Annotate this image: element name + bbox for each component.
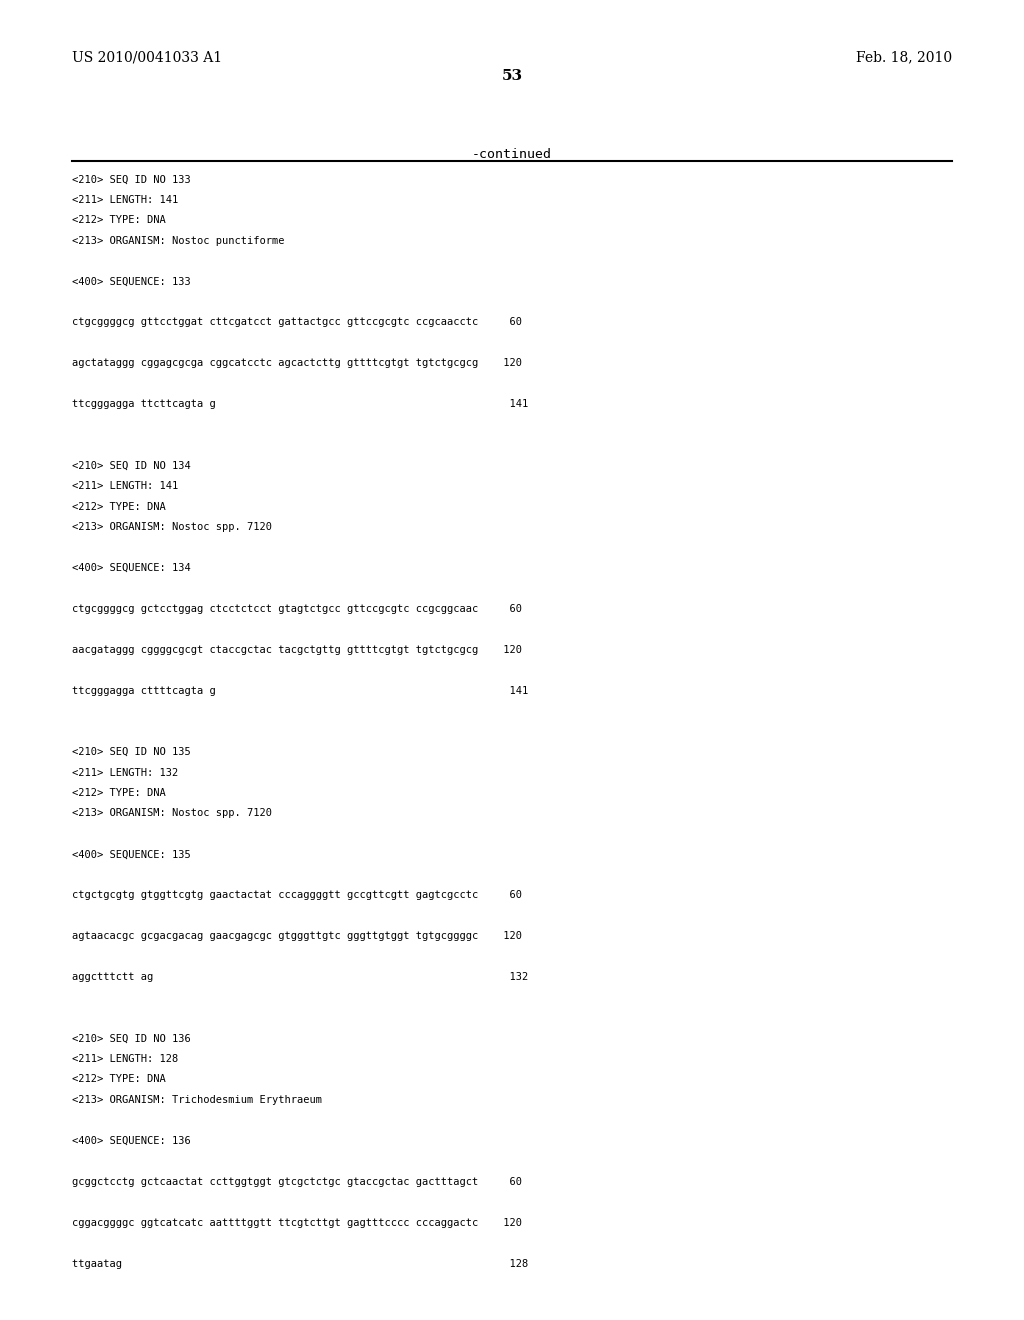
Text: ttgaatag                                                              128: ttgaatag 128: [72, 1259, 528, 1269]
Text: gcggctcctg gctcaactat ccttggtggt gtcgctctgc gtaccgctac gactttagct     60: gcggctcctg gctcaactat ccttggtggt gtcgctc…: [72, 1177, 521, 1187]
Text: <210> SEQ ID NO 136: <210> SEQ ID NO 136: [72, 1034, 190, 1044]
Text: ctgctgcgtg gtggttcgtg gaactactat cccaggggtt gccgttcgtt gagtcgcctc     60: ctgctgcgtg gtggttcgtg gaactactat cccaggg…: [72, 890, 521, 900]
Text: <210> SEQ ID NO 135: <210> SEQ ID NO 135: [72, 747, 190, 758]
Text: <213> ORGANISM: Nostoc spp. 7120: <213> ORGANISM: Nostoc spp. 7120: [72, 521, 271, 532]
Text: <400> SEQUENCE: 134: <400> SEQUENCE: 134: [72, 562, 190, 573]
Text: <400> SEQUENCE: 133: <400> SEQUENCE: 133: [72, 277, 190, 286]
Text: <211> LENGTH: 132: <211> LENGTH: 132: [72, 768, 178, 777]
Text: <213> ORGANISM: Nostoc spp. 7120: <213> ORGANISM: Nostoc spp. 7120: [72, 808, 271, 818]
Text: US 2010/0041033 A1: US 2010/0041033 A1: [72, 50, 222, 65]
Text: <212> TYPE: DNA: <212> TYPE: DNA: [72, 1074, 166, 1085]
Text: cggacggggc ggtcatcatc aattttggtt ttcgtcttgt gagtttcccc cccaggactc    120: cggacggggc ggtcatcatc aattttggtt ttcgtct…: [72, 1217, 521, 1228]
Text: <211> LENGTH: 141: <211> LENGTH: 141: [72, 482, 178, 491]
Text: <400> SEQUENCE: 136: <400> SEQUENCE: 136: [72, 1135, 190, 1146]
Text: <400> SEQUENCE: 135: <400> SEQUENCE: 135: [72, 850, 190, 859]
Text: Feb. 18, 2010: Feb. 18, 2010: [856, 50, 952, 65]
Text: -continued: -continued: [472, 148, 552, 161]
Text: ctgcggggcg gctcctggag ctcctctcct gtagtctgcc gttccgcgtc ccgcggcaac     60: ctgcggggcg gctcctggag ctcctctcct gtagtct…: [72, 605, 521, 614]
Text: <213> ORGANISM: Nostoc punctiforme: <213> ORGANISM: Nostoc punctiforme: [72, 235, 285, 246]
Text: agctataggg cggagcgcga cggcatcctc agcactcttg gttttcgtgt tgtctgcgcg    120: agctataggg cggagcgcga cggcatcctc agcactc…: [72, 359, 521, 368]
Text: 53: 53: [502, 69, 522, 83]
Text: <212> TYPE: DNA: <212> TYPE: DNA: [72, 788, 166, 799]
Text: agtaacacgc gcgacgacag gaacgagcgc gtgggttgtc gggttgtggt tgtgcggggc    120: agtaacacgc gcgacgacag gaacgagcgc gtgggtt…: [72, 932, 521, 941]
Text: ttcgggagga cttttcagta g                                               141: ttcgggagga cttttcagta g 141: [72, 686, 528, 696]
Text: <212> TYPE: DNA: <212> TYPE: DNA: [72, 502, 166, 512]
Text: <212> TYPE: DNA: <212> TYPE: DNA: [72, 215, 166, 226]
Text: <210> SEQ ID NO 134: <210> SEQ ID NO 134: [72, 461, 190, 471]
Text: aacgataggg cggggcgcgt ctaccgctac tacgctgttg gttttcgtgt tgtctgcgcg    120: aacgataggg cggggcgcgt ctaccgctac tacgctg…: [72, 644, 521, 655]
Text: <213> ORGANISM: Trichodesmium Erythraeum: <213> ORGANISM: Trichodesmium Erythraeum: [72, 1096, 322, 1105]
Text: <211> LENGTH: 128: <211> LENGTH: 128: [72, 1053, 178, 1064]
Text: <211> LENGTH: 141: <211> LENGTH: 141: [72, 195, 178, 205]
Text: aggctttctt ag                                                         132: aggctttctt ag 132: [72, 972, 528, 982]
Text: ctgcggggcg gttcctggat cttcgatcct gattactgcc gttccgcgtc ccgcaacctc     60: ctgcggggcg gttcctggat cttcgatcct gattact…: [72, 318, 521, 327]
Text: ttcgggagga ttcttcagta g                                               141: ttcgggagga ttcttcagta g 141: [72, 399, 528, 409]
Text: <210> SEQ ID NO 133: <210> SEQ ID NO 133: [72, 174, 190, 185]
